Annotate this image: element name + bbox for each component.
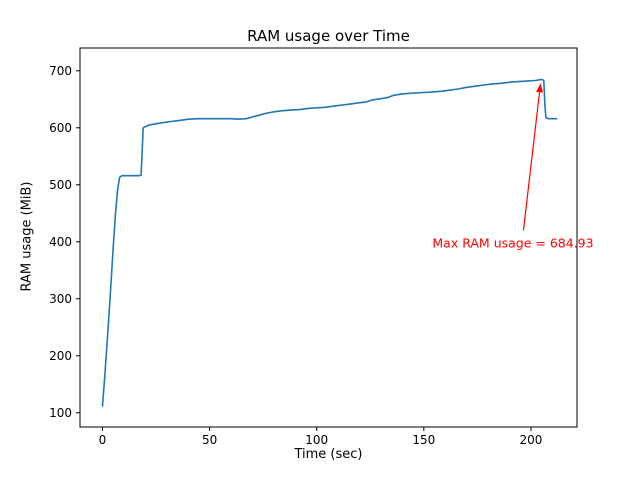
x-tick-label: 50 — [202, 433, 217, 447]
y-tick-label: 500 — [49, 178, 72, 192]
y-tick-label: 100 — [49, 406, 72, 420]
annotation-text: Max RAM usage = 684.93 — [432, 235, 593, 250]
y-tick-label: 200 — [49, 349, 72, 363]
annotation-arrowhead — [536, 83, 544, 93]
x-tick-label: 100 — [305, 433, 328, 447]
y-tick-label: 600 — [49, 121, 72, 135]
plot-border — [79, 47, 578, 428]
y-tick-label: 400 — [49, 235, 72, 249]
y-tick-label: 700 — [49, 64, 72, 78]
x-tick-label: 150 — [412, 433, 435, 447]
y-tick-label: 300 — [49, 292, 72, 306]
x-axis-label: Time (sec) — [294, 447, 363, 462]
ram-usage-line — [101, 78, 558, 407]
y-axis-label: RAM usage (MiB) — [19, 181, 35, 292]
annotation-arrow-line — [522, 92, 541, 231]
x-tick-label: 200 — [519, 433, 542, 447]
x-tick-label: 0 — [99, 433, 107, 447]
chart-title: RAM usage over Time — [247, 27, 410, 45]
